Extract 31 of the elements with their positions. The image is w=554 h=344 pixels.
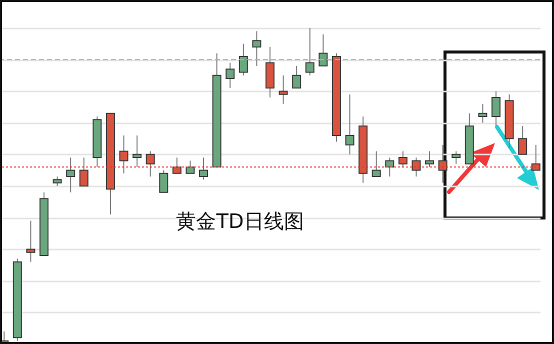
candlestick: [172, 157, 182, 174]
candlestick: [26, 220, 36, 262]
candlestick: [372, 150, 381, 178]
candlestick: [318, 34, 328, 66]
candlestick: [66, 157, 76, 193]
candlestick: [186, 160, 195, 174]
candlestick: [132, 134, 142, 168]
candlestick: [412, 157, 421, 178]
candlestick: [199, 157, 208, 180]
candlestick: [385, 157, 394, 178]
candlestick: [292, 65, 302, 89]
candlestick: [518, 125, 528, 155]
candlestick: [398, 150, 408, 168]
candlestick: [491, 90, 500, 126]
candlestick: [438, 144, 448, 184]
candlestick: [252, 30, 262, 66]
candlestick: [305, 28, 314, 76]
candlestick: [119, 134, 128, 174]
candlestick: [478, 103, 488, 124]
candlestick: [52, 176, 62, 186]
candlestick: [238, 43, 248, 76]
annotation: 黄金TD日线图: [176, 209, 304, 233]
candlestick: [345, 94, 354, 155]
candlestick: [531, 144, 540, 171]
candlestick: [226, 62, 235, 89]
candlestick: [278, 74, 288, 104]
candlestick: [425, 150, 434, 168]
candlestick: [452, 150, 461, 164]
candlestick: [79, 157, 88, 186]
candlestick: [146, 150, 155, 178]
candlestick: [159, 170, 168, 193]
